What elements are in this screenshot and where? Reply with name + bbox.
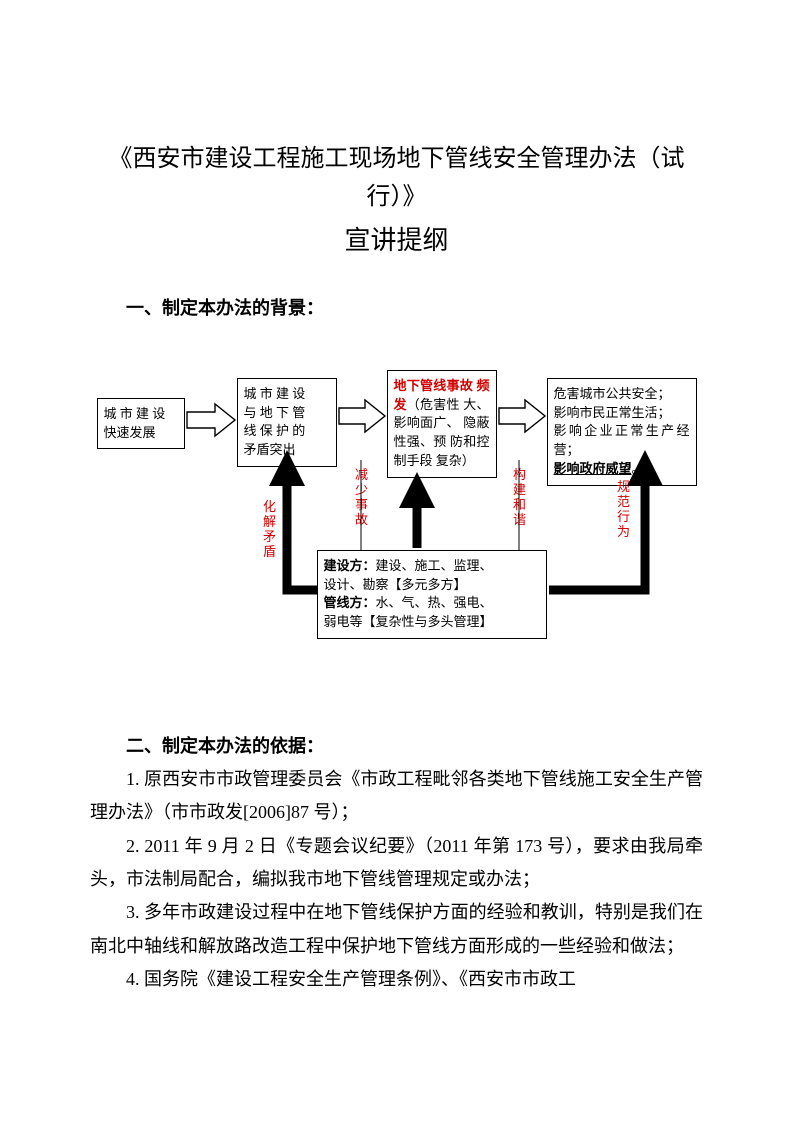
flow-text: 矛盾突出 [244,442,296,457]
flow-text: （危害性 [407,397,460,412]
flow-text: 复杂） [436,453,475,468]
flow-text: 地下管线事故 [394,378,473,393]
page-subtitle: 宣讲提纲 [90,221,703,260]
body-p4: 4. 国务院《建设工程安全生产管理条例》、《西安市市政工 [90,963,703,996]
flow-text: 危害城市公共安全； [554,386,671,401]
flow-text: 管线方： [324,595,376,610]
section-1-heading: 一、制定本办法的背景： [90,294,703,320]
flow-box-contradiction: 城 市 建 设 与 地 下 管 线 保 护 的 矛盾突出 [237,378,337,467]
body-p3: 3. 多年市政建设过程中在地下管线保护方面的经验和教训，特别是我们在南北中轴线和… [90,896,703,963]
flow-text: 线 保 护 的 [244,423,306,438]
flow-text: 与 地 下 管 [244,405,306,420]
flow-text: 水、气、热、强电、 [376,595,493,610]
vlabel-guifan: 规范行为 [617,480,631,540]
flow-text: 影响市民正常生活； [554,405,671,420]
flow-text: 影响政府威望 [554,461,632,476]
flow-text: 。 [632,461,645,476]
flow-text: 建设方： [324,558,376,573]
vlabel-goujian: 构建和谐 [513,468,527,528]
flow-box-accidents: 地下管线事故 频发（危害性 大、影响面广、 隐蔽性强、预 防和控制手段 复杂） [387,370,497,478]
body-p2: 2. 2011 年 9 月 2 日《专题会议纪要》（2011 年第 173 号）… [90,830,703,897]
vlabel-huajie: 化解矛盾 [263,500,277,560]
vlabel-jianshao: 减少事故 [355,468,369,528]
flowchart: 城 市 建 设 快速发展 城 市 建 设 与 地 下 管 线 保 护 的 矛盾突… [97,340,697,680]
flow-box-city-dev: 城 市 建 设 快速发展 [97,398,185,450]
flow-text: 弱电等【复杂性与多头管理】 [324,614,493,629]
flow-text: 快速发展 [104,425,156,440]
flow-box-parties: 建设方：建设、施工、监理、 设计、勘察【多元多方】 管线方：水、气、热、强电、 … [317,550,547,639]
flow-text: 城 市 建 设 [104,406,166,421]
body-p1: 1. 原西安市市政管理委员会《市政工程毗邻各类地下管线施工安全生产管理办法》（市… [90,763,703,830]
section-2-heading: 二、制定本办法的依据： [90,730,703,763]
section-2-body: 二、制定本办法的依据： 1. 原西安市市政管理委员会《市政工程毗邻各类地下管线施… [90,730,703,996]
flow-text: 设计、勘察【多元多方】 [324,577,467,592]
flow-text: 城 市 建 设 [244,386,306,401]
page-title: 《西安市建设工程施工现场地下管线安全管理办法（试行）》 [90,140,703,217]
flow-box-impact: 危害城市公共安全； 影响市民正常生活； 影响企业正常生产经营； 影响政府威望。 [547,378,697,486]
flow-text: 影响企业正常生产经营； [554,423,690,457]
flow-text: 建设、施工、监理、 [376,558,493,573]
